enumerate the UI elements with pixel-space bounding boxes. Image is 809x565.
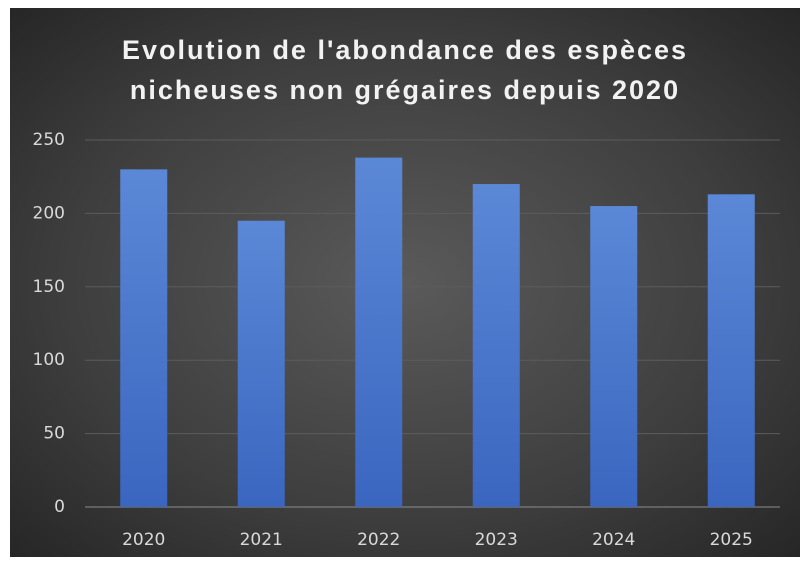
bar [120,169,168,508]
x-tick-label: 2022 [357,530,400,550]
y-tick-label: 50 [43,424,65,444]
bar [355,157,403,507]
y-tick-label: 150 [33,277,65,297]
x-tick-label: 2020 [122,530,165,550]
x-tick-label: 2024 [592,530,635,550]
y-tick-label: 200 [33,203,65,223]
bar [707,194,755,508]
bar [590,206,638,507]
x-tick-label: 2023 [475,530,518,550]
y-tick-label: 100 [33,350,65,370]
y-tick-label: 0 [54,497,65,517]
x-tick-label: 2021 [240,530,283,550]
bar [237,220,285,508]
chart-title: Evolution de l'abondance des espèces nic… [121,35,689,105]
x-tick-label: 2025 [710,530,753,550]
y-tick-label: 250 [33,130,65,150]
bar [472,184,520,508]
